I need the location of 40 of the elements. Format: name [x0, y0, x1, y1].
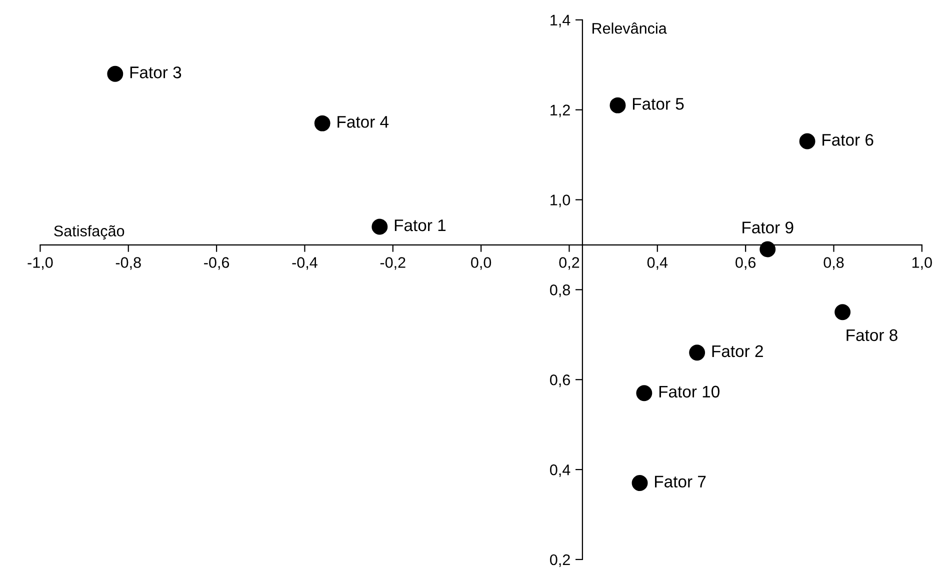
annotation: Fator 8 [846, 329, 898, 342]
y-tick-label: 1,4 [550, 14, 570, 28]
point [760, 241, 776, 258]
annotation: Fator 7 [655, 476, 706, 488]
annotation: Fator 4 [338, 116, 389, 128]
annotation: Fator 2 [712, 345, 763, 358]
x-tick-label: -0,4 [292, 257, 318, 270]
point [107, 66, 124, 82]
annotation: Fator 1 [394, 220, 446, 232]
x-tick-label: 0,2 [559, 257, 580, 270]
x-axis-title: Satisfação [54, 225, 124, 240]
y-tick-label: 0,6 [550, 374, 570, 388]
y-tick-label: 1,0 [550, 194, 570, 208]
point [632, 475, 648, 492]
point [610, 97, 626, 114]
point [799, 133, 816, 150]
x-tick-label: -0,8 [116, 257, 141, 270]
point [689, 344, 706, 361]
y-tick-label: 0,2 [550, 554, 570, 567]
point [372, 218, 388, 235]
annotation: Fator 3 [130, 66, 182, 78]
y-tick-label: 1,2 [550, 104, 570, 118]
x-tick-label: 1,0 [912, 257, 932, 270]
y-axis-title: Relevância [592, 22, 667, 34]
x-tick-label: -1,0 [28, 257, 53, 270]
x-tick-label: 0,4 [647, 257, 668, 270]
point [834, 304, 851, 320]
y-tick-label: 0,4 [550, 464, 570, 478]
y-tick-label: 0,8 [550, 284, 570, 298]
x-tick-label: 0,6 [736, 257, 756, 270]
x-tick-label: 0,8 [824, 257, 844, 270]
point [314, 115, 330, 132]
x-tick-label: 0,0 [471, 257, 492, 270]
annotation: Fator 6 [822, 134, 874, 146]
annotation: Fator 9 [742, 222, 794, 234]
point [636, 385, 652, 402]
x-tick-label: -0,6 [204, 257, 230, 270]
annotation: Fator 5 [632, 98, 684, 110]
x-tick-label: -0,2 [380, 257, 406, 270]
annotation: Fator 10 [659, 386, 720, 398]
